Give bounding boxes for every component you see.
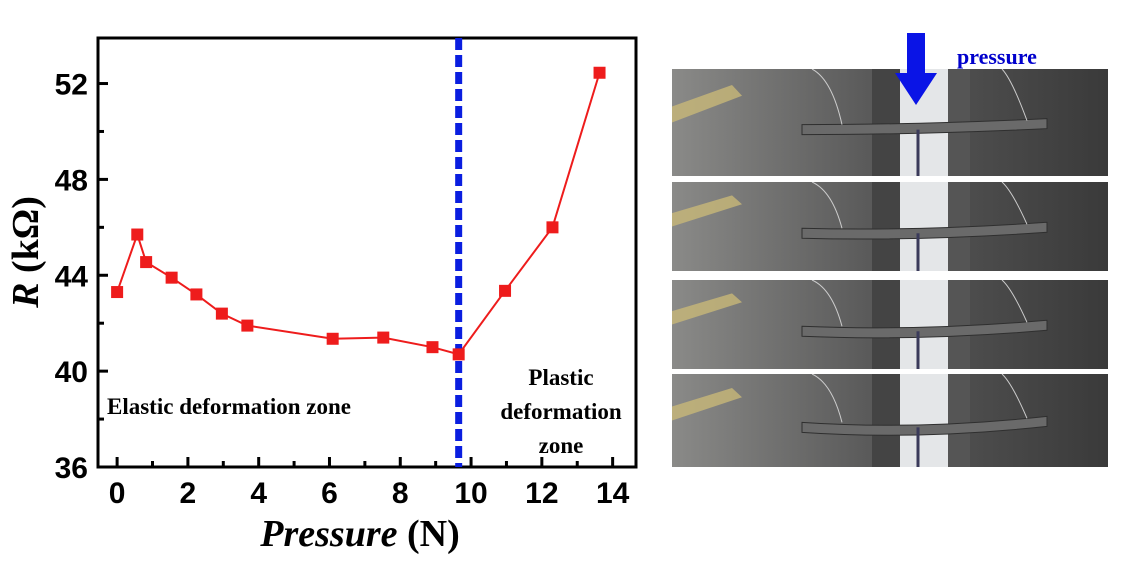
data-point (426, 341, 439, 354)
photo-scene (672, 374, 1108, 467)
chart: 0 2 4 6 8 10 12 14 36 40 44 48 52 Elastic deformation… (5, 36, 638, 555)
data-point (131, 228, 144, 241)
data-point (546, 221, 559, 234)
data-point (165, 271, 178, 284)
data-point (241, 319, 254, 332)
x-tick-label: 12 (525, 477, 558, 510)
y-tick-label: 48 (55, 164, 88, 197)
series-line (116, 72, 601, 356)
x-tick-label: 2 (180, 477, 197, 510)
plastic-zone-label: Plastic (528, 365, 593, 390)
x-tick-label: 10 (454, 477, 487, 510)
photo-scene (672, 182, 1108, 271)
deformation-photo (672, 280, 1108, 369)
plot-frame (96, 36, 638, 469)
data-point (377, 331, 390, 344)
photo-scene (672, 280, 1108, 369)
photo-scene (672, 69, 1108, 176)
data-point (111, 286, 124, 299)
data-point (190, 288, 203, 301)
x-tick-label: 6 (321, 477, 338, 510)
x-tick-label: 4 (250, 477, 267, 510)
y-tick-label: 44 (55, 260, 89, 293)
plastic-zone-label: deformation (500, 399, 622, 424)
pressure-arrow-icon (895, 33, 937, 110)
y-tick-label: 36 (55, 452, 88, 485)
y-tick-label: 40 (55, 356, 88, 389)
deformation-photo (672, 182, 1108, 271)
x-tick-label: 8 (392, 477, 409, 510)
data-point (593, 66, 606, 79)
data-point (326, 332, 339, 345)
plastic-zone-label: zone (539, 433, 584, 458)
deformation-photo (672, 69, 1108, 176)
x-tick-label: 0 (109, 477, 126, 510)
data-point (215, 307, 228, 320)
data-point (499, 284, 512, 297)
data-point (452, 348, 465, 361)
y-axis-label: R (kΩ) (5, 196, 47, 309)
elastic-zone-label: Elastic deformation zone (107, 394, 351, 419)
x-axis-label: Pressure (N) (259, 513, 460, 555)
data-point (140, 256, 153, 269)
pressure-label: pressure (957, 44, 1037, 69)
x-tick-label: 14 (596, 477, 630, 510)
deformation-photo (672, 374, 1108, 467)
y-tick-label: 52 (55, 69, 88, 102)
